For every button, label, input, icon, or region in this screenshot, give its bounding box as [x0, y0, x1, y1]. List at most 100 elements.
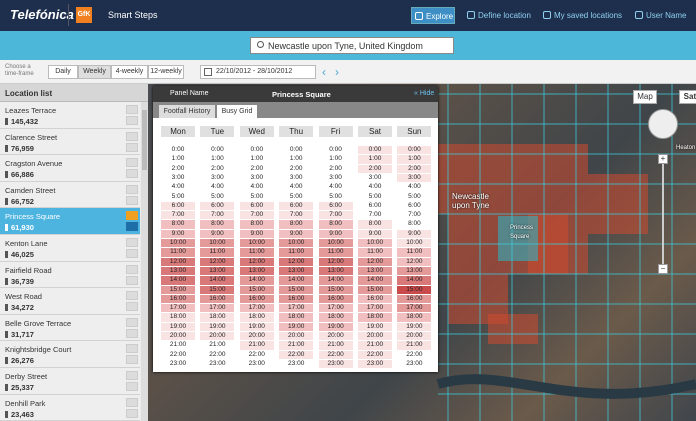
brand: Telefónica	[10, 7, 74, 22]
hour-cell: 20:00	[239, 332, 274, 341]
hour-cell: 22:00	[318, 350, 353, 359]
chart-icon[interactable]	[126, 249, 138, 258]
scroll-thumb[interactable]	[142, 110, 147, 170]
chart-icon[interactable]	[126, 302, 138, 312]
view-icon[interactable]	[126, 264, 138, 274]
view-icon[interactable]	[126, 317, 138, 327]
nav-item[interactable]: Define location	[464, 7, 534, 24]
pan-control[interactable]	[648, 109, 678, 139]
prev-arrow[interactable]: ‹	[322, 65, 326, 79]
location-name: Knightsbridge Court	[5, 345, 72, 355]
panel-tab[interactable]: Busy Grid	[217, 105, 257, 118]
hour-cell: 5:00	[279, 192, 314, 201]
hour-cell: 22:00	[279, 350, 314, 359]
timeframe-option[interactable]: 4-weekly	[111, 65, 148, 79]
search-input[interactable]: Newcastle upon Tyne, United Kingdom	[250, 37, 454, 54]
location-item[interactable]: Belle Grove Terrace 31,717	[0, 314, 140, 342]
location-item[interactable]: Leazes Terrace 145,432	[0, 102, 140, 129]
chart-icon[interactable]	[126, 382, 138, 391]
hour-cell: 7:00	[397, 211, 432, 220]
hour-cell: 17:00	[239, 304, 274, 313]
hour-cell: 0:00	[200, 146, 235, 155]
view-icon[interactable]	[126, 158, 138, 168]
chart-icon[interactable]	[126, 169, 138, 179]
hour-cell: 23:00	[397, 359, 432, 369]
selected-area	[498, 216, 538, 261]
location-item[interactable]: Fairfield Road 36,739	[0, 261, 140, 289]
location-count: 66,886	[11, 170, 34, 180]
hour-cell: 7:00	[161, 211, 195, 220]
view-icon[interactable]	[126, 184, 138, 194]
view-icon[interactable]	[126, 344, 138, 354]
nav-icon	[543, 11, 551, 19]
hour-cell: 9:00	[397, 229, 432, 239]
location-item[interactable]: Cragston Avenue 66,886	[0, 155, 140, 182]
view-icon[interactable]	[126, 105, 138, 114]
location-name: West Road	[5, 292, 42, 302]
zoom-out[interactable]: −	[658, 264, 668, 274]
hour-cell: 4:00	[161, 183, 195, 192]
hour-cell: 10:00	[200, 239, 235, 248]
chart-icon[interactable]	[126, 355, 138, 365]
person-icon	[5, 144, 8, 152]
hour-cell: 23:00	[279, 359, 314, 369]
location-item[interactable]: Kenton Lane 46,025	[0, 235, 140, 262]
search-text: Newcastle upon Tyne, United Kingdom	[268, 41, 423, 51]
nav-item[interactable]: Explore	[411, 7, 455, 24]
view-icon[interactable]	[126, 211, 138, 221]
location-item[interactable]: West Road 34,272	[0, 288, 140, 315]
hour-cell: 18:00	[161, 313, 195, 322]
location-item[interactable]: Denhill Park 23,463	[0, 394, 140, 421]
chart-icon[interactable]	[126, 408, 138, 418]
chart-icon[interactable]	[126, 116, 138, 125]
chart-icon[interactable]	[126, 142, 138, 152]
nav-item[interactable]: User Name	[632, 7, 688, 24]
hour-cell: 1:00	[279, 155, 314, 164]
view-icon[interactable]	[126, 131, 138, 141]
hour-cell: 11:00	[239, 248, 274, 257]
hour-cell: 17:00	[200, 304, 235, 313]
location-item[interactable]: Derby Street 25,337	[0, 368, 140, 395]
panel-tab[interactable]: Footfall History	[159, 105, 215, 118]
chart-icon[interactable]	[126, 328, 138, 338]
hour-cell: 20:00	[279, 332, 314, 341]
hour-cell: 0:00	[239, 146, 274, 155]
location-item[interactable]: Clarence Street 76,959	[0, 128, 140, 156]
view-icon[interactable]	[126, 397, 138, 407]
date-range[interactable]: 22/10/2012 - 28/10/2012	[200, 65, 316, 79]
hour-cell: 9:00	[161, 229, 195, 239]
timeframe-option[interactable]: 12-weekly	[148, 65, 184, 79]
hide-link[interactable]: « Hide	[414, 90, 435, 97]
chart-icon[interactable]	[126, 222, 138, 232]
hour-cell: 3:00	[161, 173, 195, 183]
hour-cell: 7:00	[318, 211, 353, 220]
map-type[interactable]: Satellite	[679, 90, 696, 104]
location-item[interactable]: Princess Square 61,930	[0, 208, 140, 235]
hour-cell: 17:00	[279, 304, 314, 313]
timeframe-option[interactable]: Daily	[48, 65, 78, 79]
map-type[interactable]: Map	[633, 90, 657, 104]
zoom-in[interactable]: +	[658, 154, 668, 164]
timeframe-option[interactable]: Weekly	[78, 65, 111, 79]
hour-cell: 10:00	[161, 239, 195, 248]
person-icon	[5, 251, 8, 258]
view-icon[interactable]	[126, 291, 138, 301]
hour-cell: 1:00	[200, 155, 235, 164]
chart-icon[interactable]	[126, 195, 138, 205]
hour-cell: 7:00	[200, 211, 235, 220]
location-item[interactable]: Knightsbridge Court 26,276	[0, 341, 140, 368]
view-icon[interactable]	[126, 371, 138, 380]
hour-cell: 2:00	[239, 164, 274, 173]
nav-item[interactable]: My saved locations	[540, 7, 624, 24]
view-icon[interactable]	[126, 238, 138, 247]
hour-cell: 6:00	[318, 201, 353, 211]
hour-cell: 1:00	[397, 155, 432, 164]
next-arrow[interactable]: ›	[335, 65, 339, 79]
chart-icon[interactable]	[126, 275, 138, 285]
person-icon	[5, 118, 8, 125]
location-item[interactable]: Camden Street 66,752	[0, 181, 140, 209]
hour-cell: 10:00	[397, 239, 432, 248]
hour-cell: 3:00	[397, 173, 432, 183]
location-count: 23,463	[11, 409, 34, 419]
location-count: 25,337	[11, 383, 34, 392]
